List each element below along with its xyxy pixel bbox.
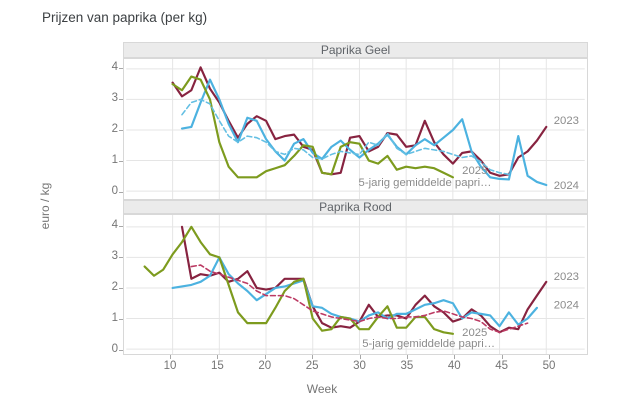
facet-header-paprika-geel: Paprika Geel [123, 42, 588, 58]
series-paprika-geel-2025-line [171, 75, 454, 179]
y-tick-mark [119, 192, 123, 193]
y-axis-label: euro / kg [38, 182, 52, 230]
x-tick-mark [454, 355, 456, 359]
x-tick-label: 40 [447, 360, 461, 372]
gridlines [126, 215, 585, 354]
line-end-label: 2025 [462, 327, 487, 339]
y-tick-label: 4 [111, 219, 118, 231]
y-tick-label: 1 [111, 154, 118, 166]
y-tick-mark [119, 257, 123, 258]
y-tick-label: 0 [111, 343, 118, 355]
facet-header-paprika-rood: Paprika Rood [123, 200, 588, 214]
x-tick-mark [549, 355, 550, 359]
chart-title: Prijzen van paprika (per kg) [42, 10, 208, 25]
y-tick-mark [119, 68, 123, 69]
x-tick-mark [264, 355, 266, 359]
line-end-label: 2025 [462, 165, 487, 177]
x-tick-mark [359, 355, 361, 359]
x-tick-label: 45 [495, 360, 509, 372]
y-tick-label: 3 [111, 92, 118, 104]
line-end-label: 2023 [554, 115, 579, 127]
line-end-label: 2024 [554, 180, 579, 192]
line-end-label: 2024 [554, 299, 579, 311]
x-tick-label: 30 [353, 360, 366, 372]
gridlines [126, 59, 585, 199]
y-tick-label: 2 [111, 123, 118, 135]
x-tick-mark [217, 355, 219, 359]
plot-area-paprika-rood: 2023 2024 2025 5-jarig gemiddelde papri… [123, 214, 588, 355]
y-tick-mark [119, 350, 123, 351]
series-paprika-rood-2025-line [143, 225, 454, 335]
plot-area-paprika-geel: 2023 2024 2025 5-jarig gemiddelde papri… [123, 58, 588, 200]
y-tick-mark [119, 161, 123, 162]
x-tick-label: 20 [258, 360, 272, 372]
series-paprika-geel-5-jarig-gemiddelde-paprika-line [181, 98, 510, 176]
line-end-label: 2023 [554, 271, 579, 283]
series-paprika-rood-5-jarig-gemiddelde-paprika-line [190, 264, 529, 334]
series-paprika-geel-2024-line [180, 78, 548, 187]
y-tick-label: 2 [111, 281, 118, 293]
x-tick-label: 25 [305, 360, 319, 372]
y-tick-label: 0 [111, 185, 118, 197]
y-tick-label: 1 [111, 312, 118, 324]
x-tick-mark [501, 355, 503, 359]
line-end-label: 5-jarig gemiddelde papri… [362, 338, 495, 350]
y-tick-mark [119, 319, 123, 320]
y-tick-label: 3 [111, 250, 118, 262]
x-tick-mark [406, 355, 408, 359]
x-tick-label: 50 [542, 360, 556, 372]
y-tick-mark [119, 130, 123, 131]
x-tick-label: 10 [163, 360, 177, 372]
x-tick-label: 15 [210, 360, 224, 372]
y-tick-label: 4 [111, 61, 118, 73]
x-tick-label: 35 [400, 360, 414, 372]
series-paprika-rood-2023-line [180, 225, 548, 334]
x-axis-label: Week [306, 382, 338, 396]
line-end-label: 5-jarig gemiddelde papri… [359, 177, 492, 189]
x-tick-mark [312, 355, 314, 359]
x-tick-mark [170, 355, 171, 359]
y-tick-mark [119, 226, 123, 227]
y-tick-mark [119, 99, 123, 100]
y-tick-mark [119, 288, 123, 289]
